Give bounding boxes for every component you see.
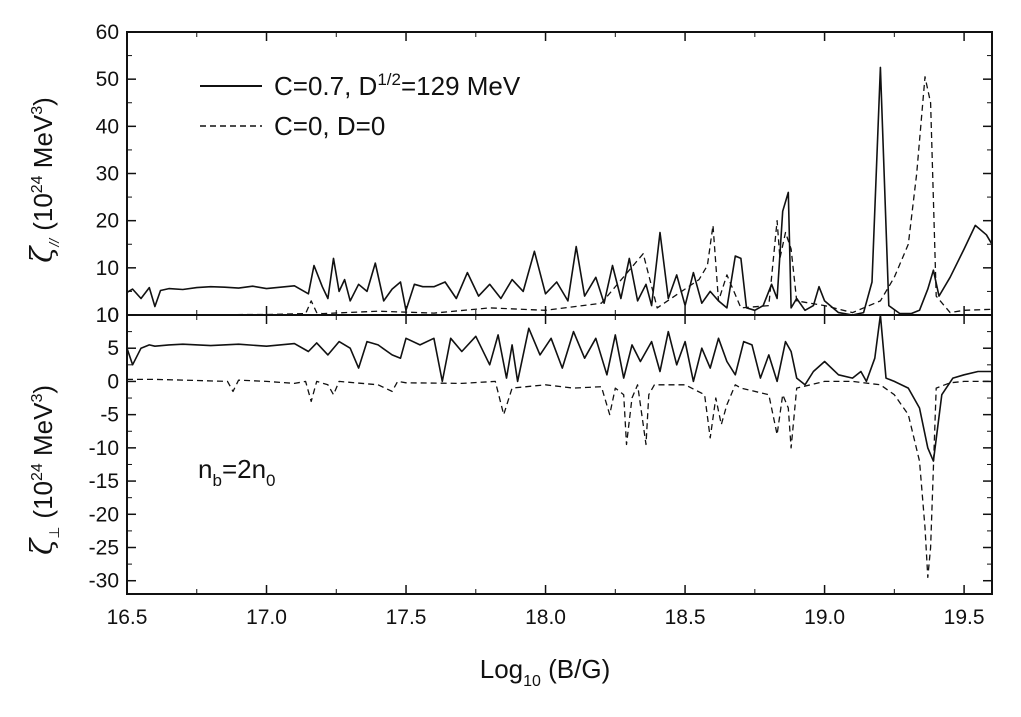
y-tick-label: -30 — [89, 570, 119, 593]
y-tick-label: -5 — [100, 404, 119, 427]
y-tick-label: -25 — [89, 537, 119, 560]
y-tick-label: 30 — [96, 163, 119, 186]
series-dashed-line — [127, 378, 992, 579]
y-tick-label: 0 — [107, 304, 119, 327]
y-tick-label: -15 — [89, 470, 119, 493]
y-tick-label: 20 — [96, 210, 119, 233]
series-solid-line — [126, 66, 993, 316]
x-tick-label: 18.0 — [525, 606, 566, 629]
series-dashed-line — [126, 76, 993, 316]
x-tick-label: 17.5 — [386, 606, 427, 629]
x-tick-label: 19.5 — [944, 606, 985, 629]
bottom-series — [126, 314, 992, 579]
legend: C=0.7, D1/2=129 MeV C=0, D=0 — [200, 70, 521, 141]
bottom-panel: -30 -25 -20 -15 -10 -5 0 5 10 16.5 17.0 17.5 18.0 18… — [25, 304, 993, 690]
y-tick-label: 50 — [96, 68, 119, 91]
density-annotation: nb=2n0 — [198, 454, 276, 490]
x-axis-title: Log10 (B/G) — [480, 654, 611, 690]
x-tick-label: 17.0 — [246, 606, 287, 629]
y-tick-label: 0 — [107, 370, 119, 393]
legend-entry-solid: C=0.7, D1/2=129 MeV — [274, 70, 521, 101]
bottom-x-ticks: 16.5 17.0 17.5 18.0 18.5 19.0 19.5 — [107, 315, 985, 629]
bottom-y-ticks: -30 -25 -20 -15 -10 -5 0 5 10 — [89, 304, 992, 593]
series-solid-line — [126, 314, 992, 462]
x-tick-label: 16.5 — [107, 606, 148, 629]
top-series — [126, 66, 993, 316]
x-tick-label: 19.0 — [804, 606, 845, 629]
top-x-ticks — [126, 32, 965, 315]
y-tick-label: 40 — [96, 115, 119, 138]
top-y-axis-title: ζ//(1024 MeV3) — [25, 97, 62, 263]
bottom-plot-frame — [126, 314, 993, 595]
y-tick-label: 10 — [96, 257, 119, 280]
y-tick-label: 60 — [96, 21, 119, 44]
bottom-y-axis-title: ζ⊥(1024 MeV3) — [25, 385, 62, 555]
legend-entry-dashed: C=0, D=0 — [274, 111, 385, 141]
y-tick-label: -10 — [89, 437, 119, 460]
y-tick-label: 10 — [96, 304, 119, 327]
x-tick-label: 18.5 — [665, 606, 706, 629]
top-plot-frame — [126, 31, 993, 316]
y-tick-label: 5 — [107, 337, 119, 360]
y-tick-label: -20 — [89, 503, 119, 526]
